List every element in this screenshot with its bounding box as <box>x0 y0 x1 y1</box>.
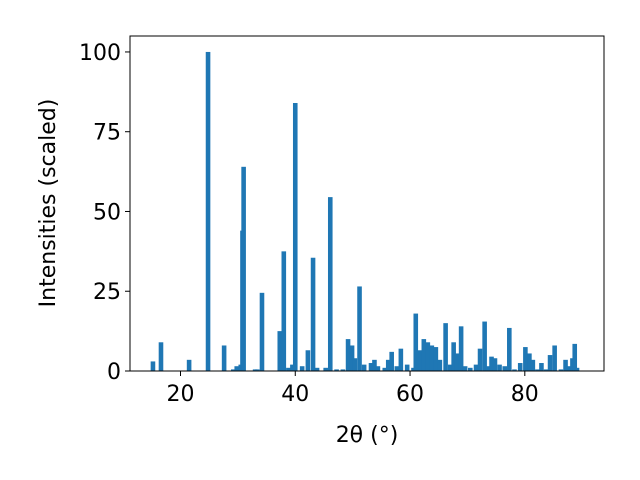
bar <box>389 351 394 371</box>
bar <box>558 369 564 371</box>
bar <box>385 359 391 371</box>
bar <box>259 292 265 371</box>
bar <box>530 359 536 371</box>
bar <box>334 369 339 371</box>
bar <box>345 339 351 371</box>
x-tick-label: 60 <box>396 382 424 407</box>
bar <box>523 347 528 371</box>
bar <box>286 367 291 371</box>
bar <box>252 369 258 371</box>
bar <box>527 353 532 371</box>
bar <box>221 345 227 371</box>
bar <box>357 286 362 371</box>
bar <box>314 367 320 371</box>
bar <box>517 363 523 371</box>
x-tick-label: 40 <box>281 382 309 407</box>
y-tick-label: 75 <box>93 121 121 146</box>
bar <box>473 364 479 371</box>
bar <box>372 359 377 371</box>
bar <box>241 166 246 371</box>
bar <box>512 369 517 371</box>
bar <box>574 367 580 371</box>
bar <box>404 364 410 371</box>
bar <box>255 369 260 371</box>
y-axis-ticks: 0 25 50 75 100 <box>79 41 130 385</box>
bar <box>567 366 572 371</box>
bar <box>485 366 491 371</box>
bar <box>502 366 508 371</box>
y-tick-label: 0 <box>107 360 121 385</box>
bar <box>361 364 367 371</box>
bar <box>352 358 358 371</box>
bar <box>429 345 435 371</box>
x-axis-ticks: 20 40 60 80 <box>166 371 539 407</box>
bar <box>421 339 427 371</box>
bar <box>382 367 388 371</box>
bar <box>535 369 540 371</box>
bar <box>458 326 464 371</box>
bar <box>150 361 156 371</box>
bar <box>398 348 404 371</box>
bar <box>394 366 400 371</box>
bar <box>489 356 494 371</box>
bar <box>492 358 498 371</box>
bar <box>543 369 549 371</box>
bar <box>539 363 544 371</box>
y-tick-label: 25 <box>93 280 121 305</box>
bar <box>462 366 468 371</box>
bar <box>433 347 439 371</box>
bar <box>468 367 473 371</box>
bar <box>368 363 374 371</box>
bar <box>234 366 240 371</box>
bar <box>547 355 553 371</box>
bar <box>417 350 423 371</box>
x-tick-label: 20 <box>166 382 194 407</box>
bar <box>413 313 419 371</box>
bar <box>231 369 236 371</box>
bar <box>186 359 192 371</box>
y-axis-label: Intensities (scaled) <box>36 99 61 308</box>
x-tick-label: 80 <box>511 382 539 407</box>
bar <box>158 342 164 371</box>
bar <box>572 343 578 371</box>
bar <box>323 367 328 371</box>
bar <box>327 197 333 371</box>
plot-frame <box>129 35 605 372</box>
bar <box>425 342 431 371</box>
y-tick-label: 100 <box>79 41 121 66</box>
bar <box>437 359 443 371</box>
bar <box>290 364 295 371</box>
bar <box>299 366 305 371</box>
bar <box>497 364 502 371</box>
x-axis-label: 2θ (°) <box>336 423 399 448</box>
bar <box>563 359 568 371</box>
bar <box>277 331 283 371</box>
y-tick-label: 50 <box>93 200 121 225</box>
bar <box>447 364 453 371</box>
bar <box>305 350 311 371</box>
bar <box>205 51 211 371</box>
bar <box>454 353 460 371</box>
bar <box>281 251 287 371</box>
bar <box>507 327 512 371</box>
bar <box>310 257 316 371</box>
bars-group <box>150 51 580 371</box>
bar <box>340 369 346 371</box>
bar <box>451 342 456 371</box>
bar <box>482 321 487 371</box>
bar <box>375 366 381 371</box>
bar <box>443 323 448 371</box>
bar <box>570 358 575 371</box>
bar <box>552 345 557 371</box>
bar <box>477 348 483 371</box>
bar <box>292 103 298 371</box>
bar <box>349 345 355 371</box>
